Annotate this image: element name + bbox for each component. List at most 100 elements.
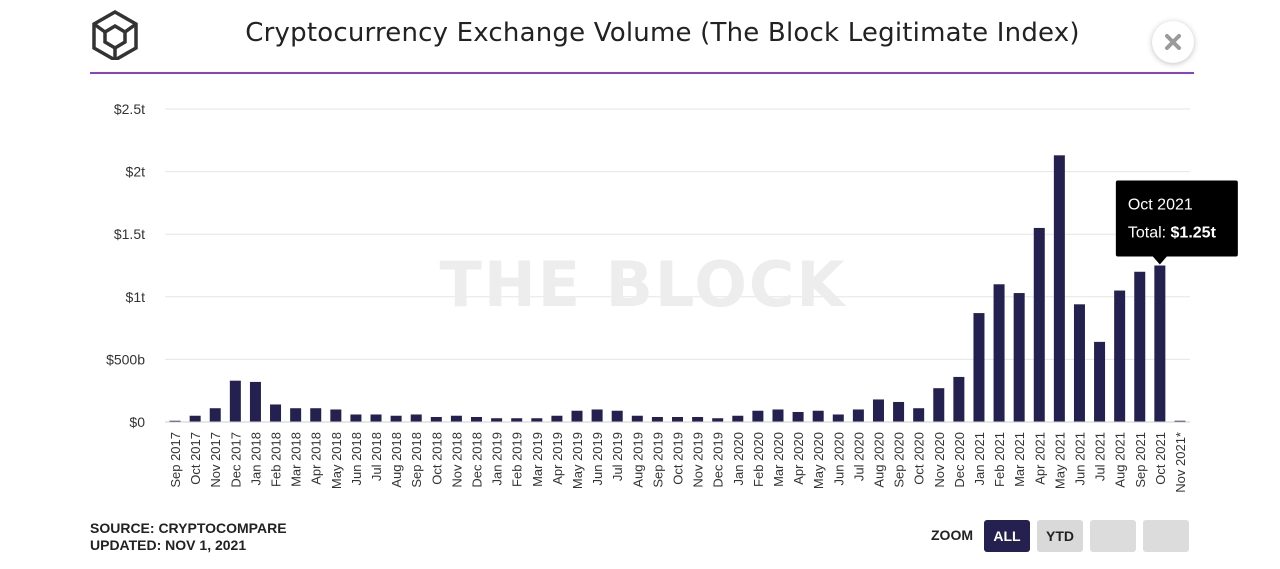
y-tick-label: $500b xyxy=(106,351,145,367)
bar xyxy=(1134,271,1146,422)
x-tick-label: Aug 2020 xyxy=(871,432,886,488)
title-divider xyxy=(90,72,1194,74)
tooltip-pointer xyxy=(1152,256,1167,265)
x-tick-label: Jun 2020 xyxy=(831,432,846,486)
zoom-ytd-button[interactable]: YTD xyxy=(1037,520,1083,552)
x-tick-label: Aug 2021 xyxy=(1113,432,1128,488)
x-tick-label: Jun 2019 xyxy=(590,432,605,486)
x-tick-label: Aug 2018 xyxy=(389,432,404,488)
bar xyxy=(611,410,623,422)
bar xyxy=(229,380,241,422)
bar xyxy=(732,415,744,422)
bar xyxy=(330,409,342,422)
bar xyxy=(1154,265,1166,422)
zoom-all-button[interactable]: ALL xyxy=(984,520,1030,552)
close-icon xyxy=(1165,34,1181,50)
bar xyxy=(953,376,965,422)
x-tick-label: Sep 2020 xyxy=(892,432,907,488)
bar xyxy=(1053,155,1065,422)
bar xyxy=(631,415,643,422)
x-tick-label: May 2019 xyxy=(570,432,585,489)
tooltip-total: Total: $1.25t xyxy=(1128,225,1217,242)
x-tick-label: Dec 2017 xyxy=(228,432,243,488)
bar xyxy=(812,410,824,422)
bar xyxy=(852,409,864,422)
bar xyxy=(993,284,1005,422)
zoom-label: ZOOM xyxy=(931,527,973,543)
source-note: SOURCE: CRYPTOCOMPARE UPDATED: NOV 1, 20… xyxy=(90,520,287,554)
x-tick-label: Mar 2019 xyxy=(530,432,545,487)
x-tick-label: Mar 2018 xyxy=(289,432,304,487)
bar xyxy=(169,420,181,422)
bar xyxy=(350,414,362,422)
x-tick-label: Dec 2018 xyxy=(470,432,485,488)
x-tick-label: Sep 2019 xyxy=(650,432,665,488)
x-tick-label: Feb 2019 xyxy=(510,432,525,487)
bar xyxy=(249,381,261,422)
bar xyxy=(1174,420,1186,422)
bar xyxy=(712,418,724,422)
exchange-volume-chart: $0 $500b $1t $1.5t $2t $2.5t THE BLOCK Sep 2017… xyxy=(106,101,1238,493)
x-tick-label: Dec 2019 xyxy=(711,432,726,488)
bar xyxy=(270,404,282,422)
bar xyxy=(872,399,884,422)
x-tick-label: Sep 2021 xyxy=(1133,432,1148,488)
bar xyxy=(491,418,503,422)
y-tick-label: $2t xyxy=(126,164,146,180)
close-button[interactable] xyxy=(1152,21,1194,63)
x-tick-label: Jul 2020 xyxy=(851,432,866,481)
y-tick-label: $2.5t xyxy=(114,101,145,117)
bar xyxy=(651,416,663,422)
tooltip-total-value: $1.25t xyxy=(1171,225,1217,242)
x-tick-label: Jan 2020 xyxy=(731,432,746,486)
bar xyxy=(531,418,543,422)
x-tick-label: Apr 2019 xyxy=(550,432,565,485)
bar xyxy=(772,409,784,422)
bar xyxy=(692,416,704,422)
watermark-text: THE BLOCK xyxy=(440,248,847,321)
source-text: SOURCE: CRYPTOCOMPARE xyxy=(90,520,287,536)
y-tick-label: $0 xyxy=(129,414,145,430)
bar xyxy=(832,414,844,422)
x-tick-label: Feb 2020 xyxy=(751,432,766,487)
x-tick-label: Mar 2020 xyxy=(771,432,786,487)
x-tick-label: May 2020 xyxy=(811,432,826,489)
bar xyxy=(672,416,683,422)
the-block-logo-icon xyxy=(90,9,140,63)
tooltip-box xyxy=(1115,180,1238,257)
x-tick-label: Aug 2019 xyxy=(630,432,645,488)
x-tick-label: Jun 2018 xyxy=(349,432,364,486)
bar xyxy=(973,313,985,422)
x-tick-label: Jul 2018 xyxy=(369,432,384,481)
zoom-blank-button-2[interactable] xyxy=(1143,520,1189,552)
bar xyxy=(893,401,905,422)
x-tick-label: Oct 2018 xyxy=(429,432,444,485)
x-tick-label: Oct 2021 xyxy=(1153,432,1168,485)
x-tick-label: Feb 2021 xyxy=(992,432,1007,487)
bar xyxy=(390,415,402,422)
bar xyxy=(752,410,764,422)
x-tick-label: Jan 2021 xyxy=(972,432,987,486)
x-tick-label: Jul 2019 xyxy=(610,432,625,481)
x-tick-label: Feb 2018 xyxy=(269,432,284,487)
y-tick-label: $1t xyxy=(126,289,146,305)
bar xyxy=(591,409,603,422)
x-tick-label: Oct 2017 xyxy=(188,432,203,485)
bar xyxy=(1073,304,1085,422)
bar xyxy=(430,416,442,422)
bar xyxy=(792,411,804,422)
bar xyxy=(933,388,945,422)
x-tick-label: Mar 2021 xyxy=(1012,432,1027,487)
tooltip-month: Oct 2021 xyxy=(1128,197,1193,214)
x-tick-label: Apr 2021 xyxy=(1032,432,1047,485)
zoom-blank-button-1[interactable] xyxy=(1090,520,1136,552)
x-tick-label: Sep 2017 xyxy=(168,432,183,488)
x-tick-label: Jul 2021 xyxy=(1093,432,1108,481)
x-tick-label: Oct 2020 xyxy=(912,432,927,485)
bar xyxy=(913,408,925,422)
x-tick-label: May 2021 xyxy=(1052,432,1067,489)
bar xyxy=(1033,227,1045,422)
bar xyxy=(1013,293,1025,422)
x-tick-label: Jun 2021 xyxy=(1072,432,1087,486)
x-tick-label: Sep 2018 xyxy=(409,432,424,488)
